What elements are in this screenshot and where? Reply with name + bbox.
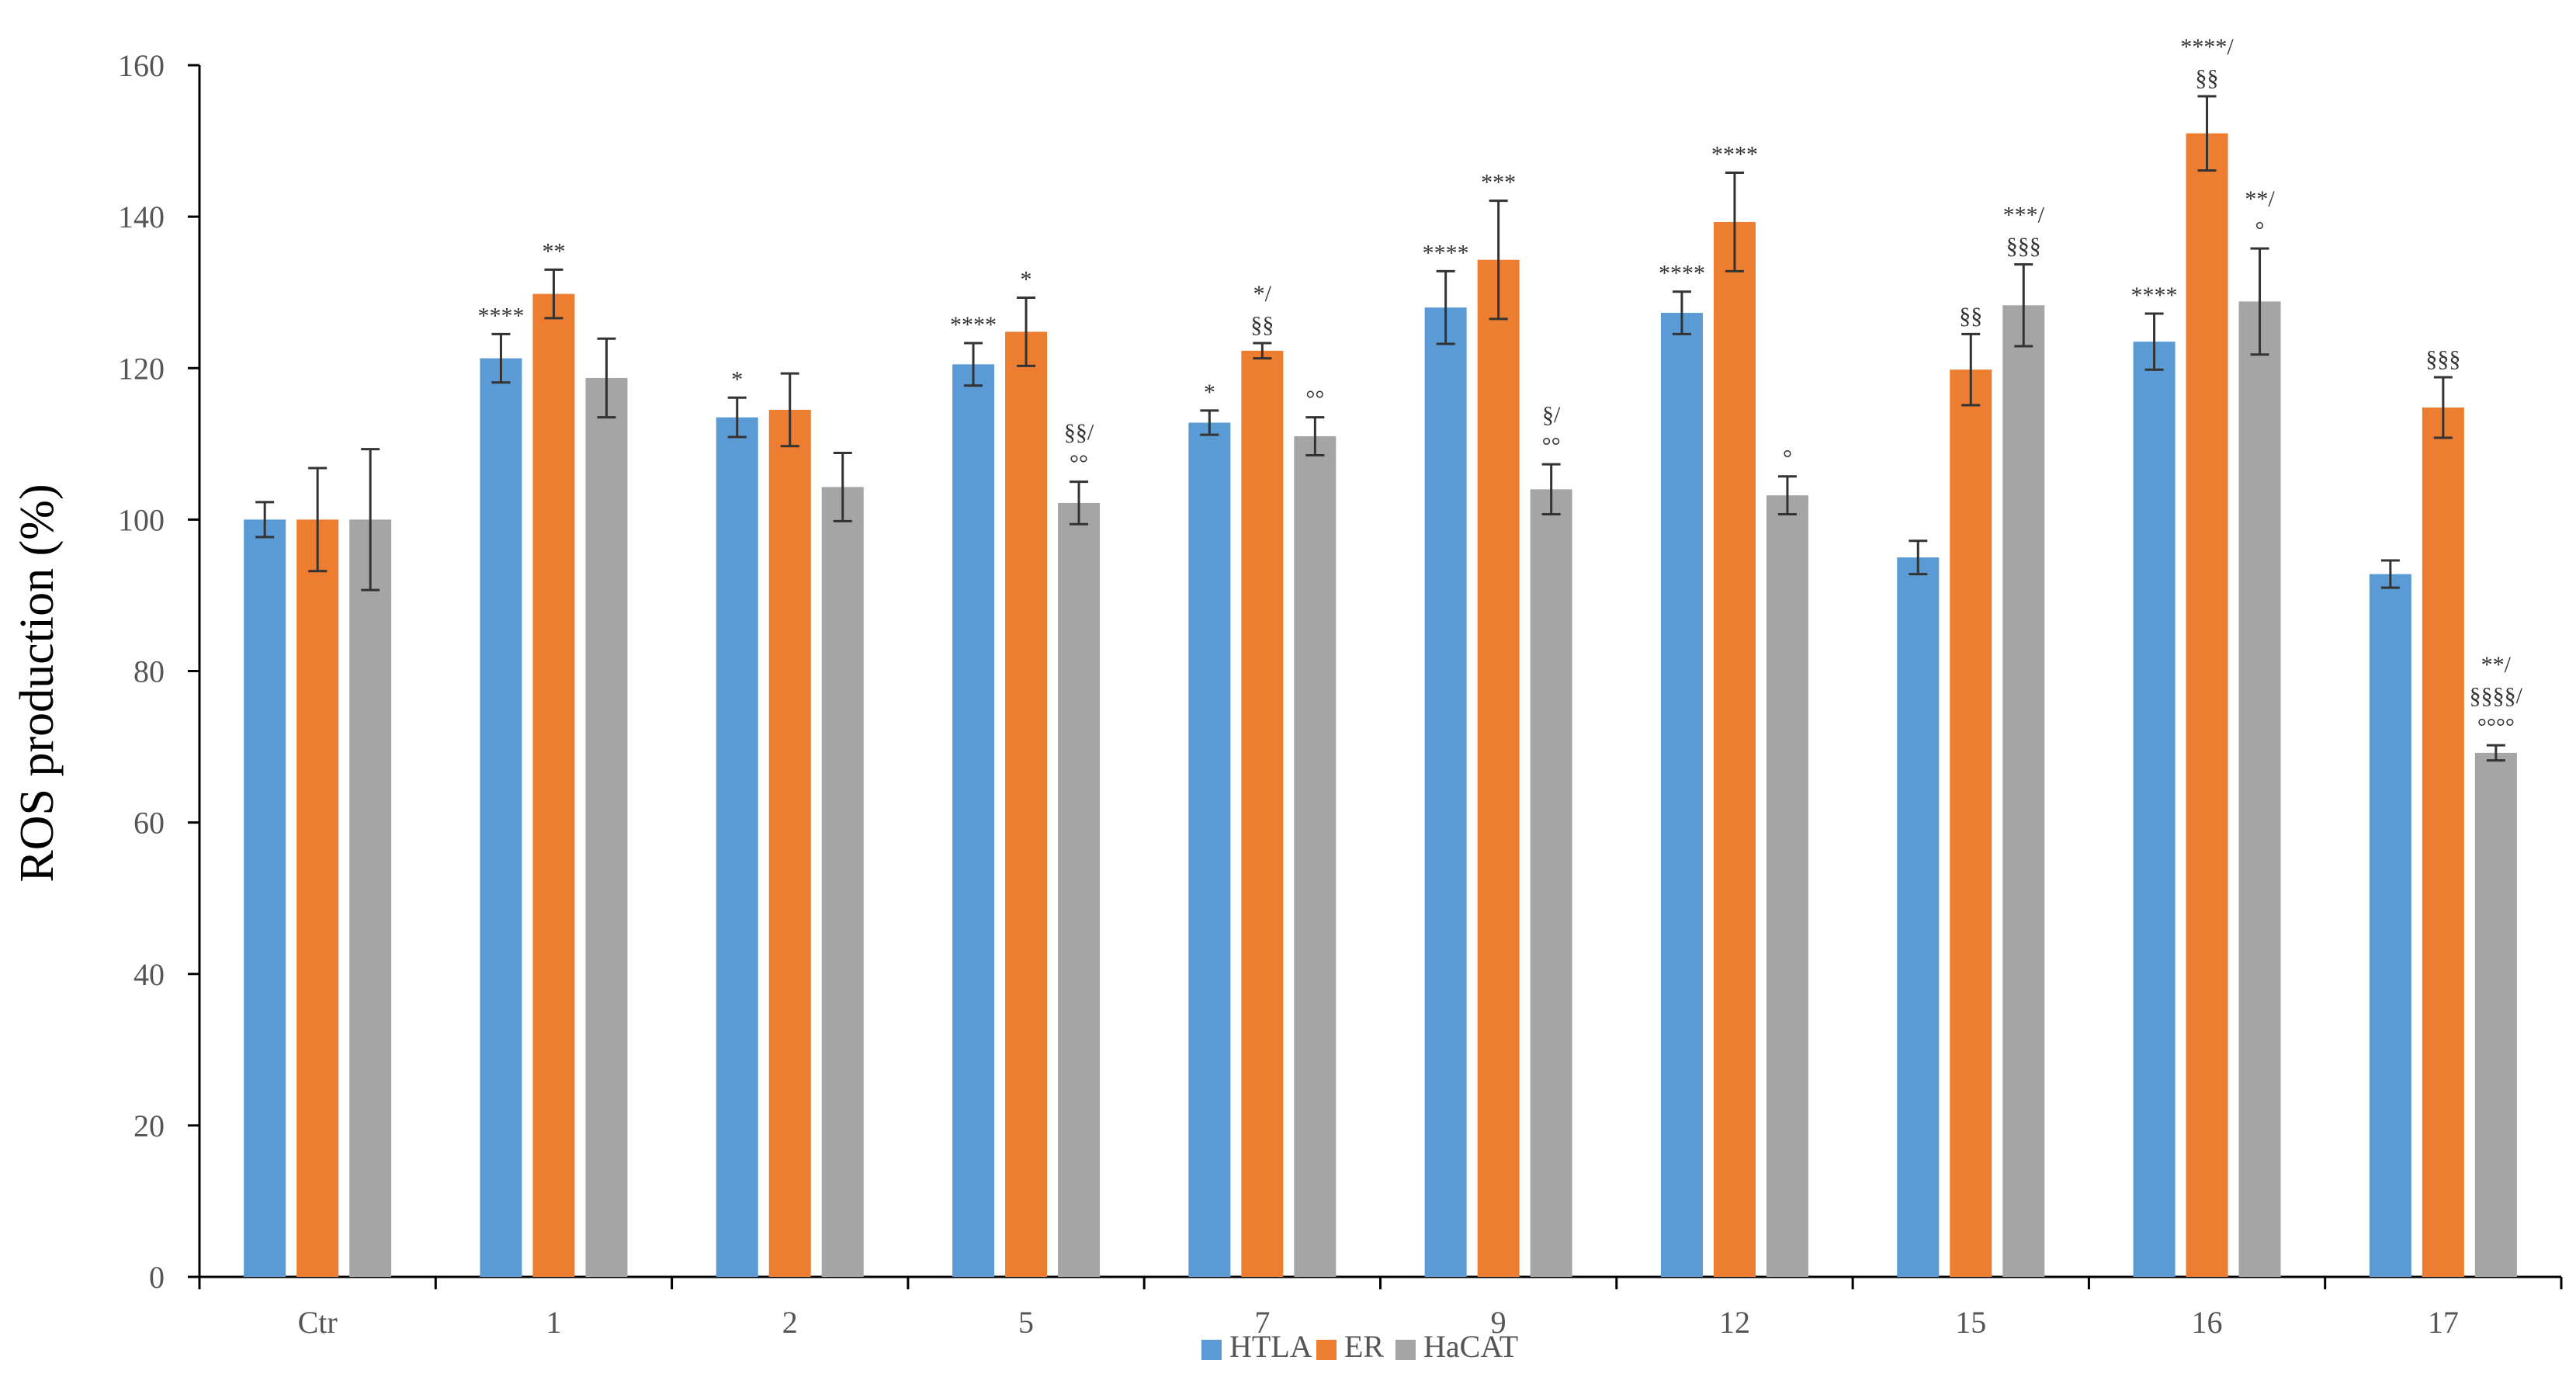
significance-label: ° bbox=[1783, 446, 1792, 471]
x-tick-label: 12 bbox=[1719, 1305, 1750, 1340]
significance-label: §§§§/ bbox=[2470, 683, 2523, 709]
significance-label: §§/ bbox=[1064, 420, 1094, 446]
bar bbox=[2133, 342, 2176, 1277]
legend-label: ER bbox=[1344, 1329, 1384, 1364]
bar bbox=[952, 364, 995, 1278]
bar bbox=[349, 519, 392, 1277]
bar bbox=[2002, 305, 2045, 1277]
legend-swatch bbox=[1201, 1340, 1222, 1360]
bar bbox=[1766, 495, 1808, 1277]
bar bbox=[2238, 301, 2281, 1277]
significance-label: °° bbox=[1542, 433, 1561, 459]
significance-label: §§ bbox=[1250, 312, 1274, 338]
bar bbox=[1897, 557, 1940, 1277]
bar bbox=[2186, 133, 2228, 1277]
legend-swatch bbox=[1395, 1340, 1416, 1360]
bar bbox=[716, 417, 758, 1277]
significance-label: ****/ bbox=[2180, 34, 2234, 60]
bar bbox=[1424, 307, 1467, 1278]
significance-label: §/ bbox=[1542, 402, 1561, 428]
bar bbox=[1058, 502, 1101, 1277]
bar bbox=[1005, 331, 1048, 1277]
x-tick-label: Ctr bbox=[298, 1305, 338, 1340]
x-tick-label: 7 bbox=[1254, 1305, 1270, 1340]
bar bbox=[2474, 752, 2517, 1277]
x-tick-label: 2 bbox=[782, 1305, 798, 1340]
significance-label: **** bbox=[950, 312, 997, 338]
significance-label: §§ bbox=[2196, 65, 2219, 91]
bar bbox=[1713, 221, 1756, 1278]
x-tick-label: 16 bbox=[2192, 1305, 2223, 1340]
significance-label: **** bbox=[1659, 261, 1705, 286]
significance-label: °° bbox=[1070, 451, 1088, 477]
y-tick-label: 160 bbox=[118, 48, 165, 83]
significance-label: *** bbox=[1481, 170, 1516, 196]
y-tick-label: 20 bbox=[133, 1108, 165, 1143]
significance-label: °°°° bbox=[2477, 714, 2515, 740]
significance-label: * bbox=[1204, 380, 1215, 405]
bar bbox=[1950, 369, 1992, 1277]
legend: HTLA ER HaCAT bbox=[1201, 1329, 1518, 1364]
x-tick-label: 9 bbox=[1491, 1305, 1506, 1340]
y-tick-label: 80 bbox=[133, 654, 165, 689]
bar bbox=[244, 519, 286, 1277]
bar bbox=[296, 519, 339, 1277]
bar bbox=[1241, 350, 1284, 1277]
bar bbox=[1477, 259, 1520, 1278]
significance-label: **/ bbox=[2245, 186, 2275, 212]
significance-label: §§ bbox=[1959, 303, 1982, 328]
x-tick-label: 17 bbox=[2428, 1305, 2459, 1340]
significance-label: §§§ bbox=[2006, 234, 2041, 259]
bar bbox=[768, 409, 811, 1277]
y-tick-label: 60 bbox=[133, 806, 165, 841]
significance-label: * bbox=[731, 366, 743, 392]
significance-label: **** bbox=[477, 303, 524, 328]
significance-label: ° bbox=[2255, 217, 2265, 243]
bar bbox=[1530, 489, 1572, 1277]
significance-label: * bbox=[1021, 267, 1032, 293]
bar bbox=[532, 293, 575, 1277]
bar bbox=[821, 487, 864, 1277]
y-tick-label: 0 bbox=[149, 1260, 165, 1295]
significance-label: °° bbox=[1305, 387, 1324, 412]
bar bbox=[2422, 407, 2464, 1278]
significance-label: ** bbox=[542, 238, 565, 264]
y-tick-label: 140 bbox=[118, 199, 165, 234]
bar bbox=[480, 358, 522, 1277]
significance-label: **/ bbox=[2481, 652, 2512, 678]
y-axis-label: ROS production (%) bbox=[11, 484, 64, 882]
bar bbox=[1660, 313, 1703, 1277]
x-tick-label: 15 bbox=[1955, 1305, 1986, 1340]
x-tick-label: 1 bbox=[546, 1305, 561, 1340]
legend-label: HaCAT bbox=[1423, 1329, 1518, 1364]
bar bbox=[2369, 574, 2411, 1277]
x-tick-label: 5 bbox=[1018, 1305, 1034, 1340]
bar bbox=[1294, 436, 1337, 1277]
y-tick-label: 100 bbox=[118, 502, 165, 537]
significance-label: §§§ bbox=[2425, 346, 2460, 372]
significance-label: **** bbox=[1711, 142, 1758, 168]
legend-swatch bbox=[1316, 1340, 1337, 1360]
y-tick-label: 40 bbox=[133, 957, 165, 992]
y-tick-label: 120 bbox=[118, 351, 165, 386]
significance-label: **** bbox=[2131, 283, 2178, 308]
bar bbox=[585, 377, 628, 1278]
significance-label: */ bbox=[1253, 281, 1272, 307]
significance-label: **** bbox=[1423, 240, 1469, 265]
legend-label: HTLA bbox=[1229, 1329, 1312, 1364]
significance-label: ***/ bbox=[2003, 203, 2045, 228]
bar bbox=[1188, 422, 1231, 1277]
